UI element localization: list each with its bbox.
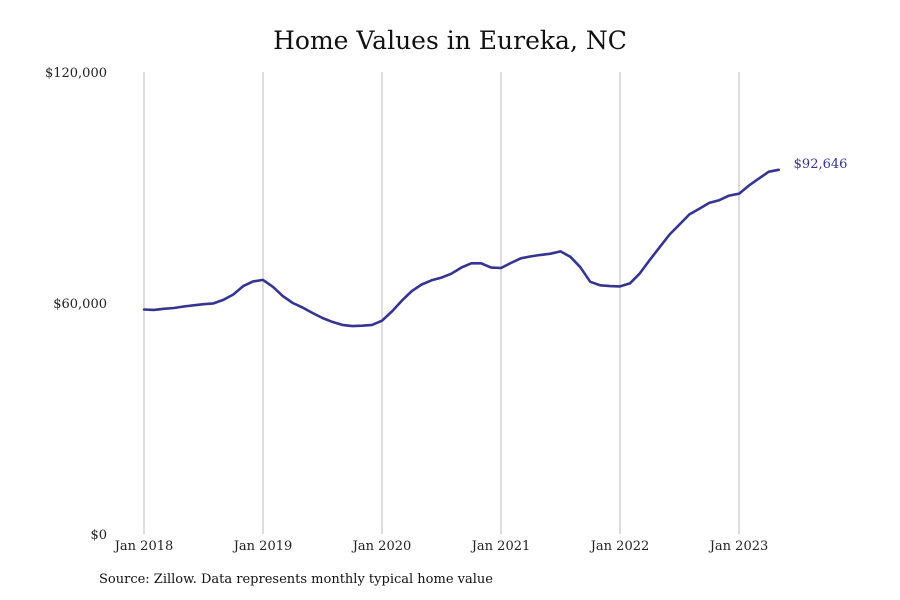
y-tick-label: $120,000 [45,66,107,81]
end-value-label: $92,646 [794,157,848,172]
x-tick-label: Jan 2019 [232,539,293,554]
y-tick-label: $0 [90,528,107,543]
x-axis-ticks: Jan 2018 Jan 2019 Jan 2020 Jan 2021 Jan 2022… [113,539,769,554]
series-layer: $92,646 [142,157,848,328]
series-line [142,168,781,328]
y-axis-ticks: $0 $60,000 $120,000 [45,66,107,543]
x-tick-label: Jan 2018 [113,539,174,554]
x-tick-label: Jan 2020 [351,539,412,554]
source-note: Source: Zillow. Data represents monthly … [99,572,493,587]
chart-title: Home Values in Eureka, NC [273,26,627,55]
x-tick-label: Jan 2023 [708,539,769,554]
x-tick-label: Jan 2022 [589,539,650,554]
y-tick-label: $60,000 [53,297,107,312]
grid-lines [143,72,740,534]
x-tick-label: Jan 2021 [470,539,531,554]
